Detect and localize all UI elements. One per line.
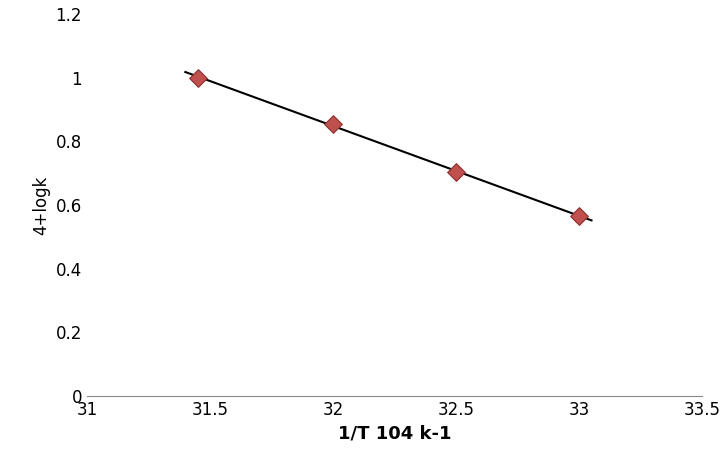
Point <box>192 74 203 82</box>
Y-axis label: 4+logk: 4+logk <box>32 175 50 235</box>
Point <box>450 168 462 175</box>
Point <box>327 120 339 128</box>
X-axis label: 1/T 104 k-1: 1/T 104 k-1 <box>338 425 451 443</box>
Point <box>573 212 585 220</box>
